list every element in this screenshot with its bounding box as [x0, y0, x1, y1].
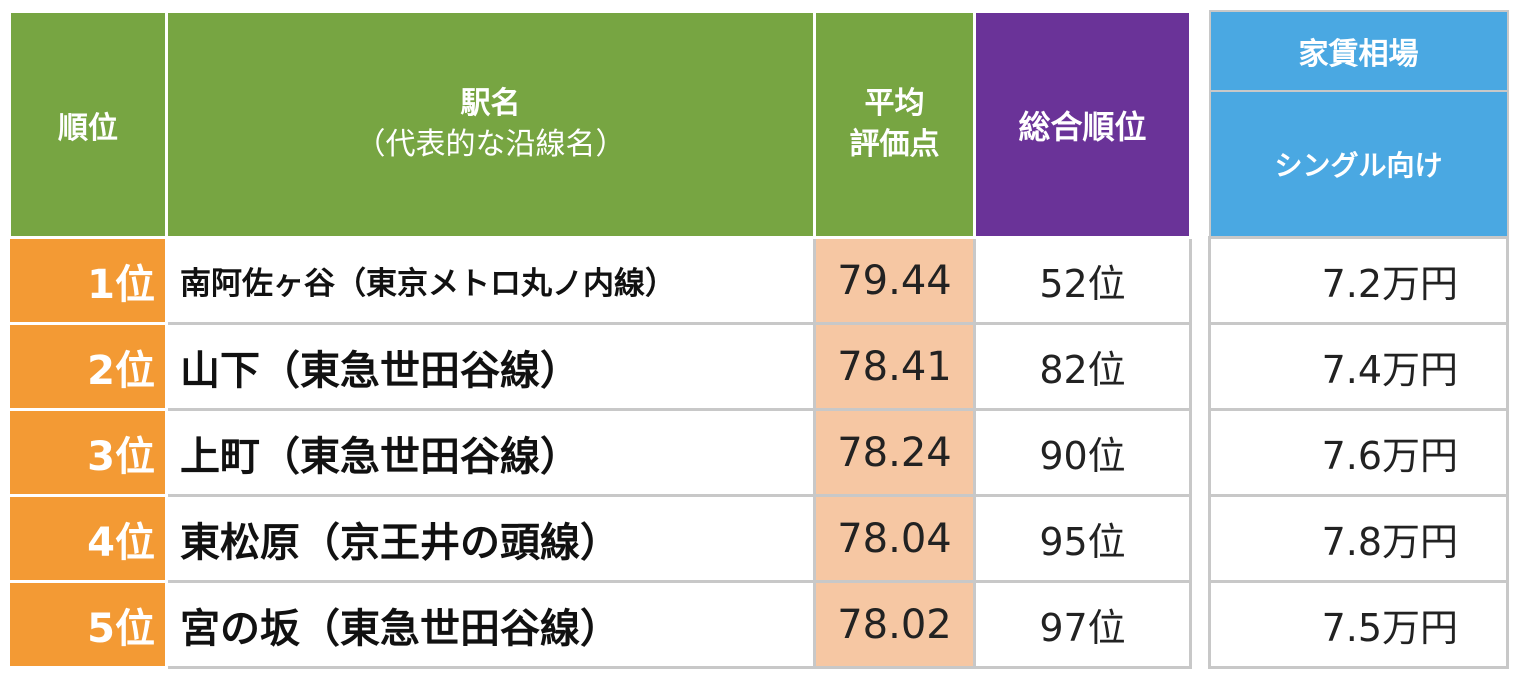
table-row: 3位 上町（東急世田谷線） 78.24 90位	[9, 408, 1192, 497]
rent-subheader-row: シングル向け	[1208, 90, 1509, 238]
header-rank: 順位	[8, 10, 168, 239]
table-row: 7.6万円	[1208, 407, 1509, 497]
rank-cell: 1位	[9, 237, 168, 325]
station-cell: 東松原（京王井の頭線）	[165, 494, 816, 583]
score-cell: 78.41	[813, 322, 976, 411]
rent-cell: 7.8万円	[1208, 493, 1509, 583]
score-cell: 78.04	[813, 494, 976, 583]
ranking-table: 順位 駅名 （代表的な沿線名） 平均 評価点 総合順位 1位 南阿佐ヶ谷（東京メ…	[8, 10, 1192, 669]
station-cell: 南阿佐ヶ谷（東京メトロ丸ノ内線）	[165, 236, 816, 325]
header-rent-title: 家賃相場	[1208, 10, 1509, 92]
header-score-line2: 評価点	[849, 126, 940, 162]
overall-cell: 97位	[973, 580, 1192, 669]
rent-cell: 7.4万円	[1208, 321, 1509, 411]
rank-cell: 3位	[9, 409, 168, 497]
overall-cell: 95位	[973, 494, 1192, 583]
overall-cell: 90位	[973, 408, 1192, 497]
rent-table: 家賃相場 シングル向け 7.2万円 7.4万円 7.6万円 7.8万円 7.5万…	[1208, 10, 1509, 669]
rent-header-row: 家賃相場	[1208, 10, 1509, 92]
table-row: 7.8万円	[1208, 493, 1509, 583]
header-overall: 総合順位	[973, 10, 1192, 239]
station-cell: 上町（東急世田谷線）	[165, 408, 816, 497]
table-row: 2位 山下（東急世田谷線） 78.41 82位	[9, 322, 1192, 411]
overall-cell: 52位	[973, 236, 1192, 325]
score-cell: 78.24	[813, 408, 976, 497]
header-station-name: 駅名	[460, 86, 521, 121]
station-cell: 宮の坂（東急世田谷線）	[165, 580, 816, 669]
table-row: 7.2万円	[1208, 235, 1509, 325]
header-station: 駅名 （代表的な沿線名）	[165, 10, 816, 239]
table-row: 4位 東松原（京王井の頭線） 78.04 95位	[9, 494, 1192, 583]
header-station-line: （代表的な沿線名）	[355, 126, 626, 162]
rank-cell: 2位	[9, 323, 168, 411]
rent-cell: 7.6万円	[1208, 407, 1509, 497]
rank-cell: 5位	[9, 581, 168, 669]
header-row: 順位 駅名 （代表的な沿線名） 平均 評価点 総合順位	[8, 10, 1192, 239]
table-row: 5位 宮の坂（東急世田谷線） 78.02 97位	[9, 580, 1192, 669]
rent-cell: 7.5万円	[1208, 579, 1509, 669]
score-cell: 79.44	[813, 236, 976, 325]
header-score-line1: 平均	[864, 86, 925, 121]
station-cell: 山下（東急世田谷線）	[165, 322, 816, 411]
table-row: 1位 南阿佐ヶ谷（東京メトロ丸ノ内線） 79.44 52位	[9, 236, 1192, 325]
rent-cell: 7.2万円	[1208, 235, 1509, 325]
rank-cell: 4位	[9, 495, 168, 583]
overall-cell: 82位	[973, 322, 1192, 411]
header-score: 平均 評価点	[813, 10, 976, 239]
header-rent-sub: シングル向け	[1208, 90, 1509, 238]
table-row: 7.4万円	[1208, 321, 1509, 411]
score-cell: 78.02	[813, 580, 976, 669]
table-row: 7.5万円	[1208, 579, 1509, 669]
